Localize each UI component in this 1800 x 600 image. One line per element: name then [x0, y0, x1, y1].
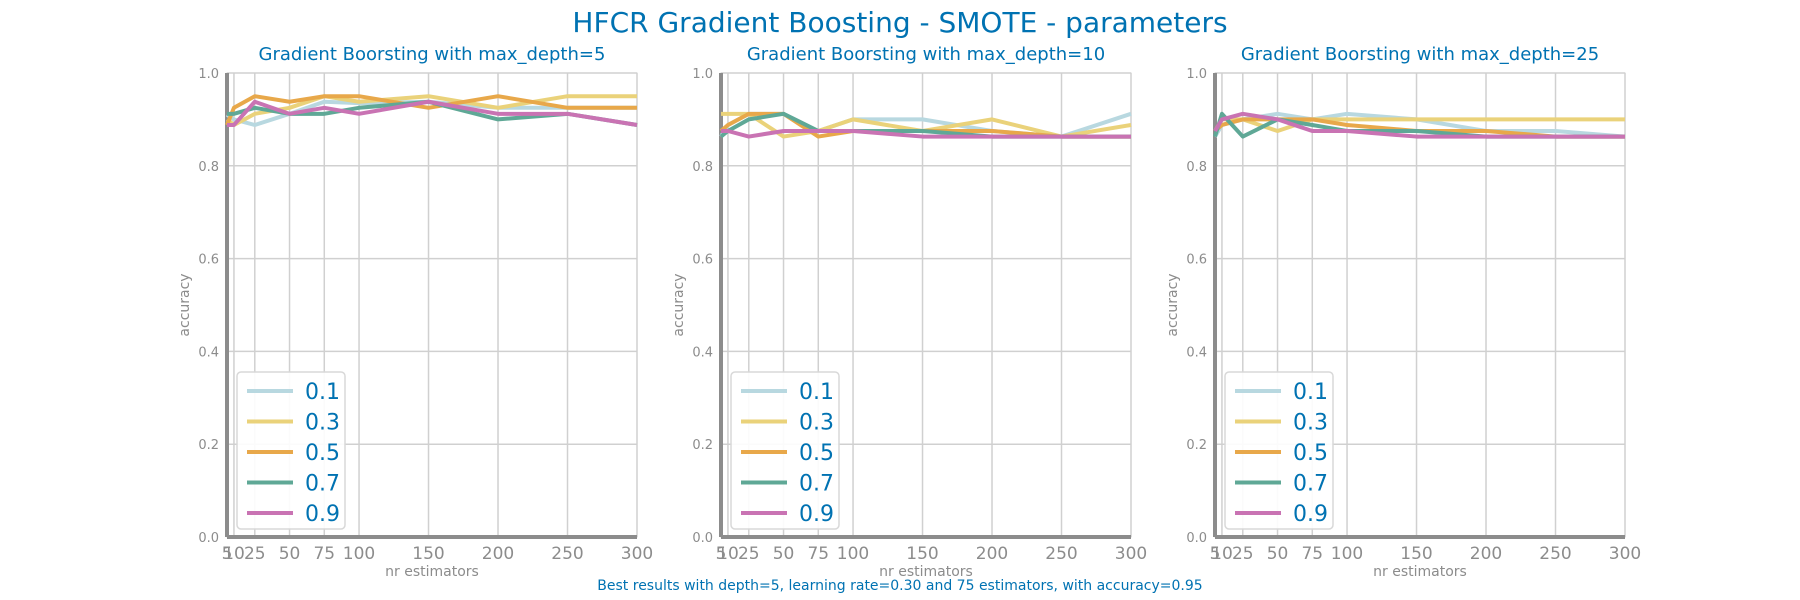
legend-label: 0.1	[1293, 380, 1328, 405]
x-tick-label: 25	[244, 544, 266, 564]
x-tick-label: 200	[976, 544, 1008, 564]
x-tick-label: 150	[412, 544, 444, 564]
y-tick-label: 0.4	[1186, 345, 1207, 360]
series-line-0-5	[1213, 117, 1625, 139]
y-tick-label: 0.4	[692, 345, 713, 360]
legend-label: 0.1	[799, 380, 834, 405]
y-tick-label: 0.0	[1186, 531, 1207, 546]
legend-label: 0.7	[305, 472, 340, 497]
x-tick-label: 5	[716, 544, 727, 564]
subplot-1: 0.0 0.2 0.4 0.6 0.8 1.0 510 25 50 75 100 150 200 250 3…	[177, 44, 653, 580]
legend-label: 0.9	[799, 502, 834, 527]
x-tick-label: 25	[1232, 544, 1254, 564]
y-axis-label: accuracy	[671, 273, 687, 336]
x-tick-label: 300	[1609, 544, 1641, 564]
y-tick-label: 0.2	[692, 438, 713, 453]
y-tick-label: 0.6	[198, 253, 219, 268]
x-tick-label: 100	[837, 544, 869, 564]
series-line-0-9	[227, 99, 638, 127]
series-line-0-9	[1213, 111, 1625, 139]
y-tick-label: 0.0	[692, 531, 713, 546]
subplot-3: 0.0 0.2 0.4 0.6 0.8 1.0 510 25 50 75 100 150 200 250 3…	[1165, 44, 1641, 580]
x-tick-label: 75	[807, 544, 829, 564]
subplot-2: 0.0 0.2 0.4 0.6 0.8 1.0 510 25 50 75 100 150 200 250 3…	[671, 44, 1147, 580]
legend-label: 0.3	[1293, 411, 1328, 436]
y-tick-label: 0.6	[1186, 253, 1207, 268]
y-tick-label: 0.8	[198, 160, 219, 175]
x-tick-label: 100	[1331, 544, 1363, 564]
x-tick-label: 10	[717, 544, 739, 564]
x-tick-label: 300	[1115, 544, 1147, 564]
x-axis-label: nr estimators	[385, 564, 479, 580]
x-tick-label: 150	[1400, 544, 1432, 564]
y-tick-label: 1.0	[198, 67, 219, 82]
legend-label: 0.9	[1293, 502, 1328, 527]
x-tick-label: 150	[906, 544, 938, 564]
x-tick-label: 300	[621, 544, 653, 564]
x-tick-label: 10	[1211, 544, 1233, 564]
legend: 0.1 0.3 0.5 0.7 0.9	[1224, 371, 1334, 530]
y-tick-label: 1.0	[1186, 67, 1207, 82]
series-line-0-5	[719, 111, 1131, 139]
legend-label: 0.1	[305, 380, 340, 405]
y-tick-label: 0.8	[692, 160, 713, 175]
series-line-0-3	[1213, 117, 1625, 133]
subplot-title: Gradient Boorsting with max_depth=25	[1241, 44, 1599, 65]
y-tick-label: 1.0	[692, 67, 713, 82]
series-line-0-1	[225, 99, 637, 127]
subplot-title: Gradient Boorsting with max_depth=10	[747, 44, 1105, 65]
series-line-0-3	[721, 111, 1132, 139]
x-tick-label: 250	[551, 544, 583, 564]
x-axis-label: nr estimators	[1373, 564, 1467, 580]
series-line-0-5	[225, 94, 637, 126]
x-tick-label: 5	[222, 544, 233, 564]
y-tick-label: 0.0	[198, 531, 219, 546]
legend-label: 0.7	[1293, 472, 1328, 497]
subplot-title: Gradient Boorsting with max_depth=5	[259, 44, 606, 65]
y-tick-label: 0.6	[692, 253, 713, 268]
x-tick-label: 50	[773, 544, 795, 564]
legend: 0.1 0.3 0.5 0.7 0.9	[730, 371, 840, 530]
y-tick-label: 0.2	[1186, 438, 1207, 453]
legend-label: 0.3	[305, 411, 340, 436]
x-tick-label: 25	[738, 544, 760, 564]
legend-label: 0.5	[799, 441, 834, 466]
legend-label: 0.7	[799, 472, 834, 497]
x-tick-label: 200	[1470, 544, 1502, 564]
y-tick-label: 0.2	[198, 438, 219, 453]
x-tick-label: 75	[313, 544, 335, 564]
x-tick-label: 75	[1301, 544, 1323, 564]
legend-label: 0.9	[305, 502, 340, 527]
figure-title: HFCR Gradient Boosting - SMOTE - paramet…	[572, 6, 1227, 39]
y-tick-label: 0.8	[1186, 160, 1207, 175]
x-tick-label: 200	[482, 544, 514, 564]
legend-label: 0.3	[799, 411, 834, 436]
legend: 0.1 0.3 0.5 0.7 0.9	[236, 371, 346, 530]
best-results-caption: Best results with depth=5, learning rate…	[597, 578, 1202, 594]
x-tick-label: 10	[223, 544, 245, 564]
series-line-0-9	[721, 129, 1131, 139]
y-axis-label: accuracy	[1165, 273, 1181, 336]
x-tick-label: 50	[279, 544, 301, 564]
x-tick-label: 5	[1210, 544, 1221, 564]
y-axis-label: accuracy	[177, 273, 193, 336]
x-tick-label: 250	[1539, 544, 1571, 564]
legend-label: 0.5	[305, 441, 340, 466]
x-axis-label: nr estimators	[879, 564, 973, 580]
x-tick-label: 100	[343, 544, 375, 564]
x-tick-label: 50	[1267, 544, 1289, 564]
y-tick-label: 0.4	[198, 345, 219, 360]
x-tick-label: 250	[1045, 544, 1077, 564]
legend-label: 0.5	[1293, 441, 1328, 466]
